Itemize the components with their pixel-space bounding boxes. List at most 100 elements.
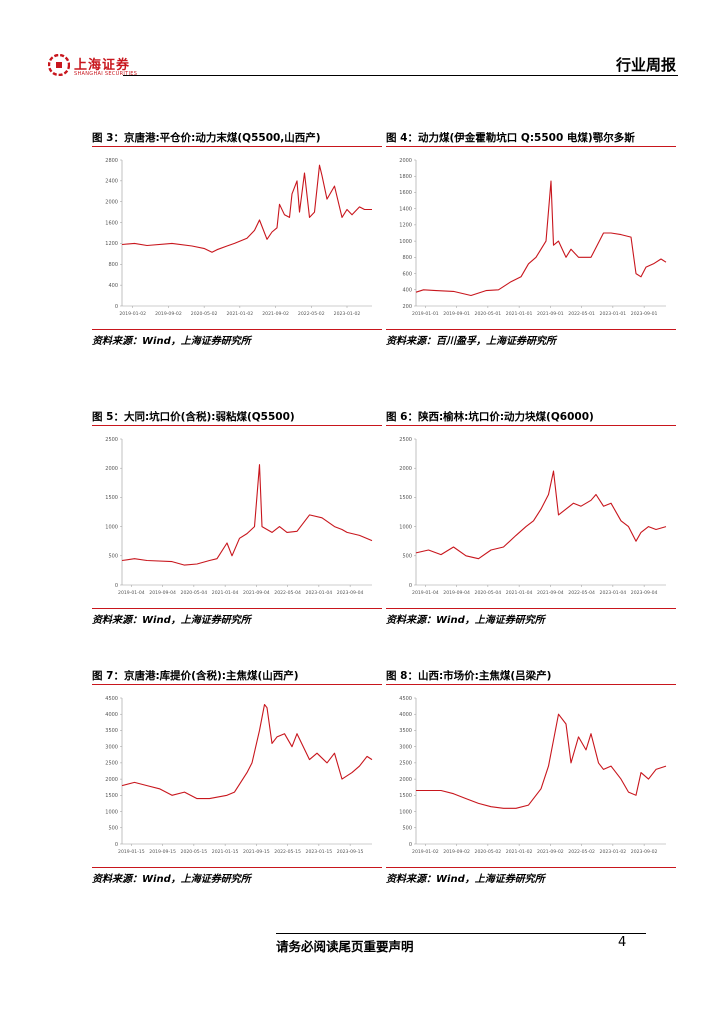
footer-disclaimer: 请务必阅读尾页重要声明 bbox=[276, 939, 414, 954]
y-tick-label: 2000 bbox=[105, 777, 118, 783]
x-tick-label: 2023-09-01 bbox=[631, 311, 658, 317]
y-tick-label: 0 bbox=[115, 583, 118, 589]
y-tick-label: 1000 bbox=[105, 809, 118, 815]
x-tick-label: 2019-01-15 bbox=[118, 849, 145, 855]
series-line bbox=[415, 470, 667, 560]
x-tick-label: 2021-01-04 bbox=[212, 590, 239, 596]
x-tick-label: 2019-09-04 bbox=[149, 590, 176, 596]
x-tick-label: 2019-09-01 bbox=[443, 311, 470, 317]
x-tick-label: 2020-05-02 bbox=[475, 849, 502, 855]
x-tick-label: 2019-01-04 bbox=[412, 590, 439, 596]
line-chart: 4500400035003000250020001500100050002019… bbox=[105, 696, 373, 855]
x-tick-label: 2020-05-04 bbox=[475, 590, 502, 596]
figure-title: 图 5：大同:坑口价(含税):弱粘煤(Q5500) bbox=[92, 411, 382, 426]
x-tick-label: 2023-01-04 bbox=[600, 590, 627, 596]
figure-source: 资料来源：百川盈孚，上海证券研究所 bbox=[386, 329, 676, 347]
y-tick-label: 2500 bbox=[399, 761, 412, 767]
y-tick-label: 2400 bbox=[105, 179, 118, 185]
y-tick-label: 2000 bbox=[399, 158, 412, 164]
figure-source: 资料来源：Wind，上海证券研究所 bbox=[92, 867, 382, 885]
x-tick-label: 2021-01-02 bbox=[227, 311, 254, 317]
x-tick-label: 2021-01-02 bbox=[506, 849, 533, 855]
x-tick-label: 2021-09-04 bbox=[537, 590, 564, 596]
figure-title: 图 3：京唐港:平仓价:动力末煤(Q5500,山西产) bbox=[92, 132, 382, 147]
y-tick-label: 0 bbox=[115, 304, 118, 310]
x-tick-label: 2023-09-02 bbox=[631, 849, 658, 855]
header-divider bbox=[123, 75, 678, 76]
figure-source: 资料来源：Wind，上海证券研究所 bbox=[386, 867, 676, 885]
y-tick-label: 4500 bbox=[105, 696, 118, 702]
x-tick-label: 2019-09-15 bbox=[149, 849, 176, 855]
y-tick-label: 1000 bbox=[399, 809, 412, 815]
x-tick-label: 2022-05-02 bbox=[298, 311, 325, 317]
x-tick-label: 2020-05-15 bbox=[181, 849, 208, 855]
y-tick-label: 3500 bbox=[105, 728, 118, 734]
y-tick-label: 1200 bbox=[105, 241, 118, 247]
y-tick-label: 800 bbox=[402, 255, 412, 261]
y-tick-label: 4000 bbox=[399, 712, 412, 718]
y-tick-label: 500 bbox=[402, 826, 412, 832]
y-tick-label: 400 bbox=[402, 288, 412, 294]
logo: 上海证券 SHANGHAI SECURITIES bbox=[48, 54, 148, 80]
y-tick-label: 4000 bbox=[105, 712, 118, 718]
x-tick-label: 2022-05-04 bbox=[274, 590, 301, 596]
logo-emblem-icon bbox=[48, 54, 70, 76]
y-tick-label: 1500 bbox=[399, 793, 412, 799]
x-tick-label: 2023-09-04 bbox=[337, 590, 364, 596]
y-tick-label: 1500 bbox=[399, 495, 412, 501]
x-tick-label: 2023-01-04 bbox=[306, 590, 333, 596]
x-tick-label: 2023-01-15 bbox=[306, 849, 333, 855]
y-tick-label: 1200 bbox=[399, 223, 412, 229]
x-tick-label: 2021-01-01 bbox=[506, 311, 533, 317]
x-tick-label: 2023-01-01 bbox=[600, 311, 627, 317]
y-tick-label: 1500 bbox=[105, 793, 118, 799]
line-chart: 4500400035003000250020001500100050002019… bbox=[399, 696, 667, 855]
x-tick-label: 2021-09-04 bbox=[243, 590, 270, 596]
y-tick-label: 500 bbox=[402, 554, 412, 560]
footer-divider bbox=[276, 933, 646, 934]
x-tick-label: 2019-01-04 bbox=[118, 590, 145, 596]
series-line bbox=[121, 164, 372, 253]
x-tick-label: 2019-09-02 bbox=[443, 849, 470, 855]
y-tick-label: 3000 bbox=[399, 744, 412, 750]
x-tick-label: 2021-09-15 bbox=[243, 849, 270, 855]
y-tick-label: 1500 bbox=[105, 495, 118, 501]
figure-title: 图 8：山西:市场价:主焦煤(吕梁产) bbox=[386, 670, 676, 685]
y-tick-label: 1000 bbox=[399, 239, 412, 245]
x-tick-label: 2023-01-02 bbox=[334, 311, 361, 317]
x-tick-label: 2021-09-01 bbox=[537, 311, 564, 317]
x-tick-label: 2019-09-02 bbox=[155, 311, 182, 317]
x-tick-label: 2022-05-01 bbox=[568, 311, 595, 317]
x-tick-label: 2021-09-02 bbox=[537, 849, 564, 855]
x-tick-label: 2019-01-02 bbox=[119, 311, 146, 317]
y-tick-label: 1600 bbox=[105, 220, 118, 226]
y-tick-label: 2000 bbox=[399, 777, 412, 783]
x-tick-label: 2020-05-04 bbox=[181, 590, 208, 596]
figure-source: 资料来源：Wind，上海证券研究所 bbox=[92, 329, 382, 347]
y-tick-label: 2500 bbox=[399, 437, 412, 443]
x-tick-label: 2021-01-15 bbox=[212, 849, 239, 855]
x-tick-label: 2022-05-02 bbox=[568, 849, 595, 855]
x-tick-label: 2023-09-04 bbox=[631, 590, 658, 596]
y-tick-label: 1400 bbox=[399, 206, 412, 212]
y-tick-label: 400 bbox=[108, 283, 118, 289]
y-tick-label: 200 bbox=[402, 304, 412, 310]
figure-source: 资料来源：Wind，上海证券研究所 bbox=[386, 608, 676, 626]
y-tick-label: 2500 bbox=[105, 437, 118, 443]
y-tick-label: 500 bbox=[108, 826, 118, 832]
x-tick-label: 2019-09-04 bbox=[443, 590, 470, 596]
series-line bbox=[416, 713, 667, 809]
document-type: 行业周报 bbox=[615, 56, 676, 74]
y-tick-label: 2000 bbox=[105, 466, 118, 472]
x-tick-label: 2022-05-15 bbox=[274, 849, 301, 855]
y-tick-label: 2500 bbox=[105, 761, 118, 767]
y-tick-label: 2000 bbox=[399, 466, 412, 472]
logo-text: 上海证券 bbox=[74, 58, 131, 73]
y-tick-label: 800 bbox=[108, 262, 118, 268]
y-tick-label: 3500 bbox=[399, 728, 412, 734]
x-tick-label: 2020-05-02 bbox=[191, 311, 218, 317]
y-tick-label: 500 bbox=[108, 554, 118, 560]
x-tick-label: 2023-09-15 bbox=[337, 849, 364, 855]
